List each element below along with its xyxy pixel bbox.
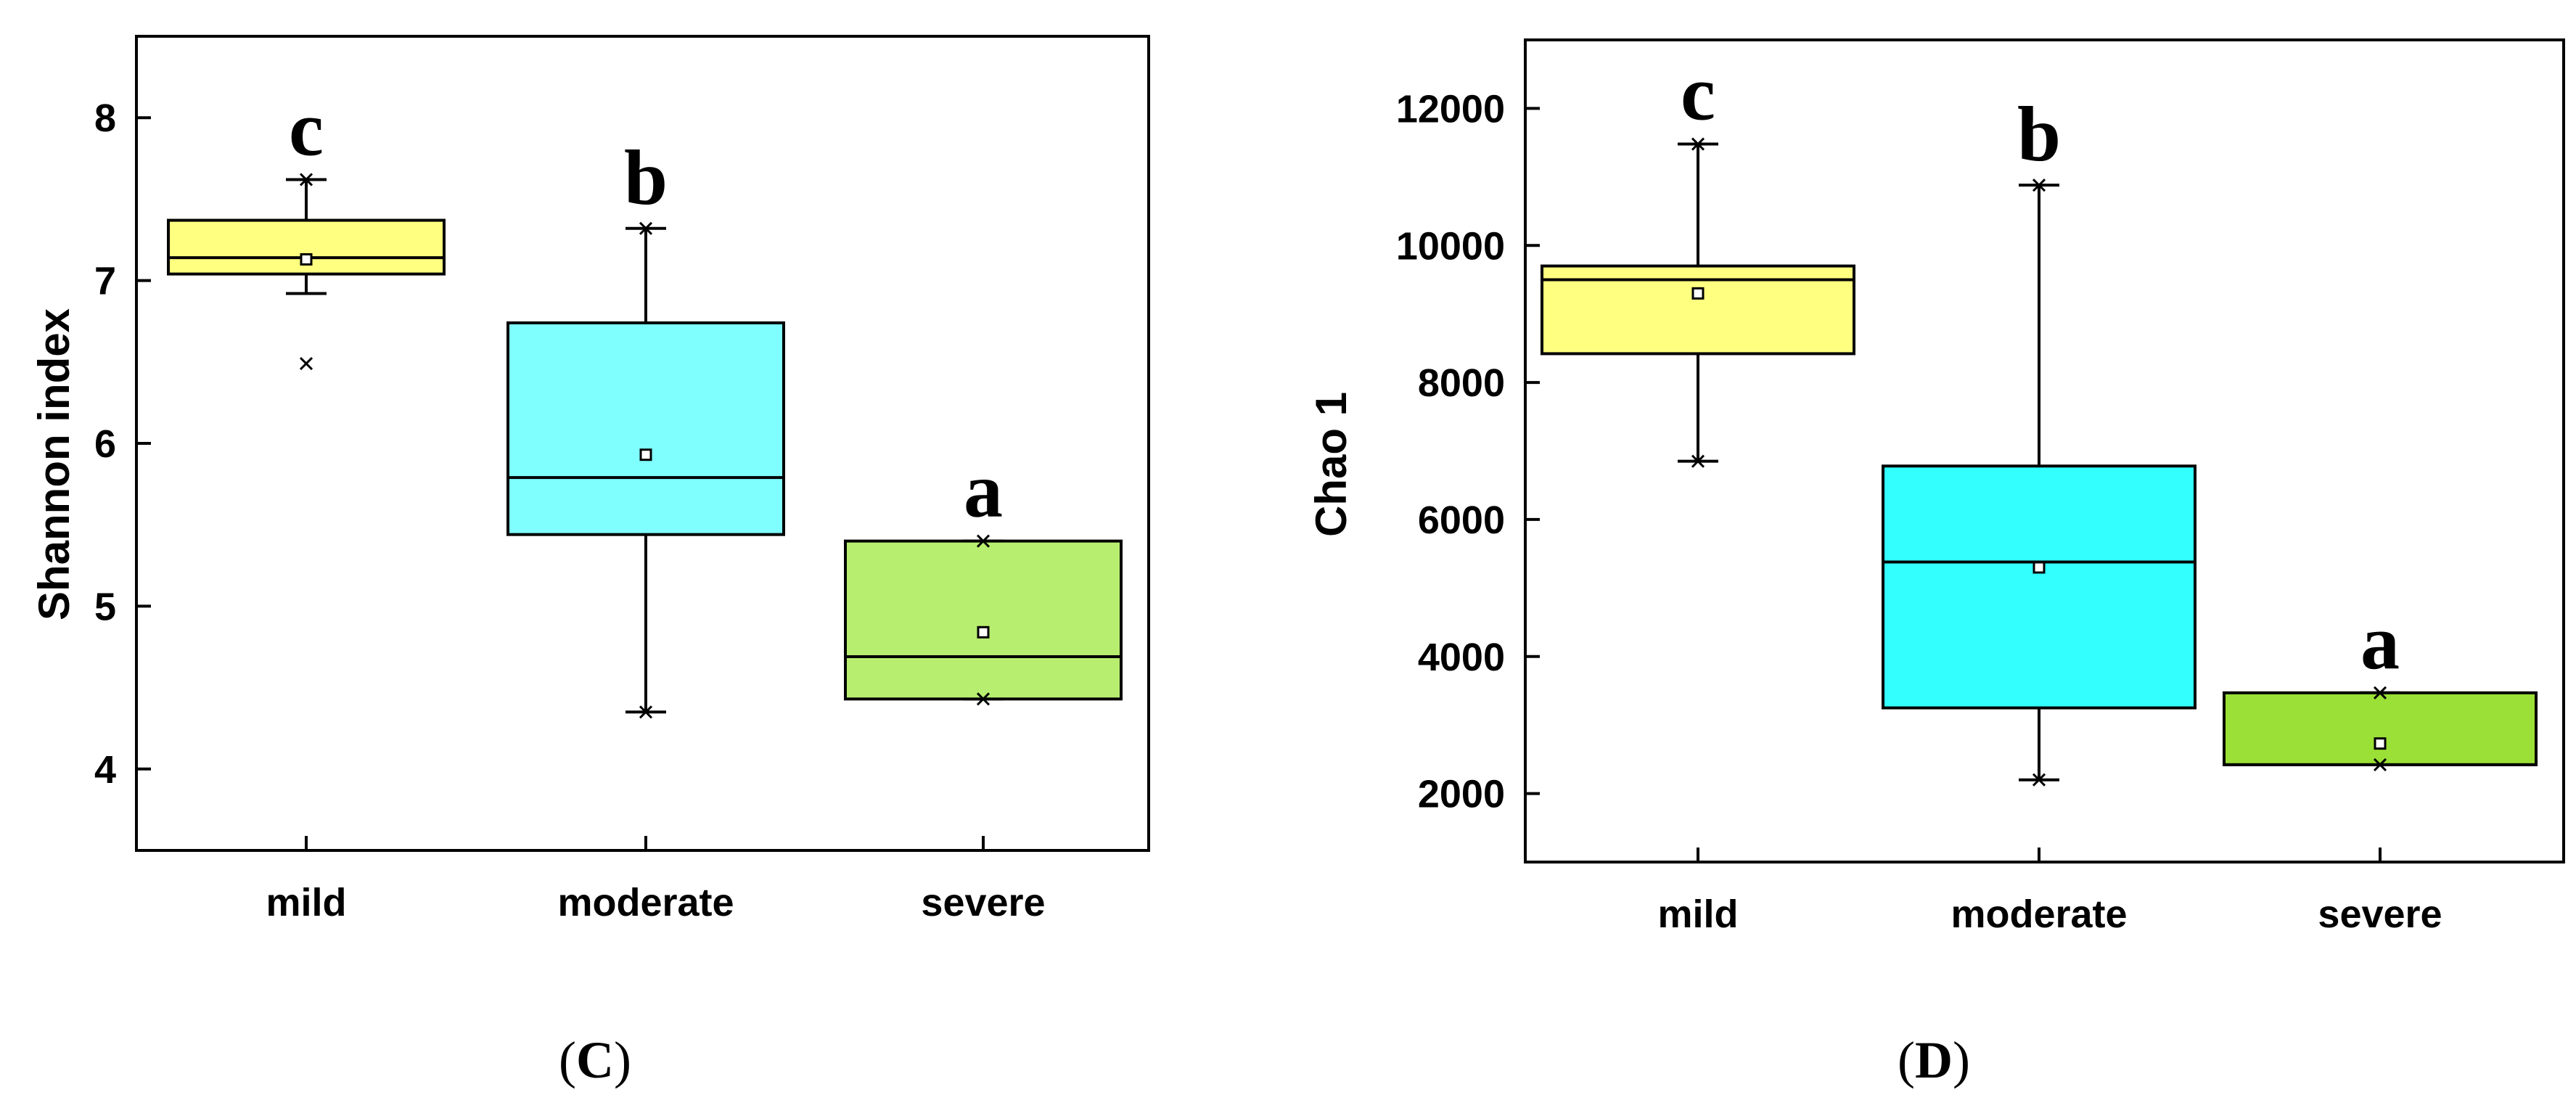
significance-letter: a	[964, 448, 1003, 534]
box-body	[844, 539, 1123, 701]
minmax-marker	[1691, 137, 1705, 151]
mean-marker	[977, 625, 990, 639]
minmax-marker-stroke	[976, 534, 990, 548]
y-axis-title: Chao 1	[1307, 392, 1355, 537]
mean-marker	[639, 448, 652, 461]
mean-marker	[2033, 561, 2046, 574]
box-severe: a	[844, 448, 1123, 706]
minmax-marker-stroke	[2373, 758, 2387, 771]
minmax-marker	[639, 221, 653, 235]
minmax-marker	[2373, 758, 2387, 771]
outlier-marker	[299, 356, 313, 371]
minmax-marker-stroke	[1691, 454, 1705, 468]
minmax-marker	[2032, 773, 2046, 787]
box-severe: a	[2223, 599, 2538, 771]
box-body	[1882, 464, 2196, 710]
y-tick-label: 6000	[1418, 498, 1505, 542]
box-mild: c	[1541, 51, 1855, 468]
minmax-marker-stroke	[2373, 686, 2387, 699]
y-tick-label: 10000	[1396, 224, 1505, 268]
significance-letter: b	[2017, 91, 2061, 178]
box-body	[506, 321, 785, 536]
mean-marker	[2374, 737, 2387, 750]
panel-caption-letter: D	[1915, 1031, 1953, 1089]
y-tick-label: 8	[94, 97, 116, 140]
box-mild: c	[167, 86, 446, 371]
plot-frame	[1524, 38, 2565, 863]
x-tick-label: moderate	[1951, 893, 2127, 936]
y-tick-label: 4000	[1418, 636, 1505, 679]
significance-letter: a	[2360, 599, 2400, 686]
box-body	[2223, 691, 2538, 766]
chart-panel-d: Chao 1 (D) 2000 4000 6000 8000 10000 12000 mil…	[1307, 38, 2565, 1089]
significance-letter: b	[624, 135, 668, 221]
minmax-marker	[2032, 179, 2046, 192]
significance-letter: c	[289, 86, 324, 172]
y-tick-label: 7	[94, 260, 116, 303]
mean-marker	[300, 253, 313, 266]
chart-panel-c: Shannon index (C) 4 5 6 7 8 mild moderate sever…	[30, 35, 1150, 1089]
y-tick-label: 6	[94, 422, 116, 466]
x-tick-label: severe	[2318, 893, 2442, 936]
y-axis-title: Shannon index	[30, 308, 78, 620]
minmax-marker-stroke	[299, 173, 313, 186]
panel-caption: (D)	[1898, 1031, 1970, 1089]
minmax-marker	[299, 173, 313, 186]
y-tick-label: 8000	[1418, 361, 1505, 405]
significance-letter: c	[1681, 51, 1715, 137]
minmax-marker	[2373, 686, 2387, 699]
minmax-marker	[1691, 454, 1705, 468]
x-tick-label: severe	[921, 881, 1045, 924]
box-moderate: b	[1882, 91, 2196, 787]
y-tick-label: 5	[94, 585, 116, 628]
panel-caption: (C)	[559, 1031, 631, 1089]
y-tick-label: 4	[94, 748, 116, 792]
minmax-marker	[976, 534, 990, 548]
box-moderate: b	[506, 135, 785, 719]
box-body	[167, 218, 446, 276]
y-tick-label: 2000	[1418, 773, 1505, 816]
mean-marker	[1691, 287, 1705, 300]
panel-caption-letter: C	[576, 1031, 614, 1089]
outlier-marker-stroke	[299, 356, 313, 371]
minmax-marker	[976, 692, 990, 706]
minmax-marker-stroke	[639, 221, 653, 235]
minmax-marker-stroke	[2032, 773, 2046, 787]
minmax-marker-stroke	[639, 705, 653, 719]
y-tick-label: 12000	[1396, 87, 1505, 131]
x-tick-label: mild	[266, 881, 346, 924]
minmax-marker-stroke	[976, 692, 990, 706]
x-tick-label: mild	[1657, 893, 1738, 936]
minmax-marker	[639, 705, 653, 719]
x-tick-label: moderate	[557, 881, 734, 924]
minmax-marker-stroke	[2032, 179, 2046, 192]
minmax-marker-stroke	[1691, 137, 1705, 151]
